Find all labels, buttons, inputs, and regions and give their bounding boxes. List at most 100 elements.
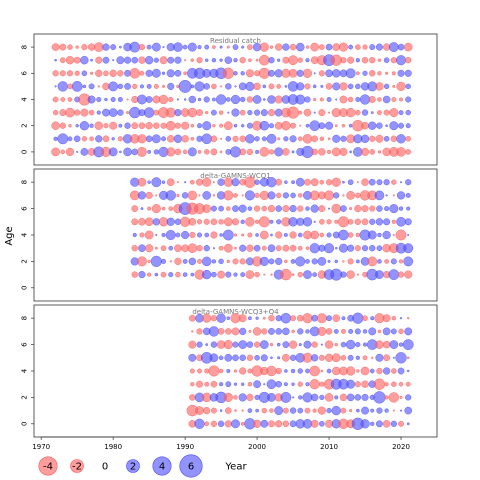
bubble [277,58,281,62]
bubble [268,327,275,335]
bubble [274,95,283,104]
bubble [118,45,122,49]
bubble [224,420,232,428]
bubble [388,392,400,403]
bubble [75,123,79,128]
bubble [355,355,360,360]
bubble [283,136,289,142]
bubble [231,178,240,187]
bubble [234,409,237,412]
bubble [195,406,204,416]
bubble [347,258,354,265]
bubble [190,382,195,387]
bubble [298,110,303,115]
bubble [356,273,359,276]
bubble [297,232,303,238]
bubble [268,83,275,90]
bubble [405,394,412,401]
bubble [208,365,220,377]
legend-label: -2 [72,462,82,473]
bubble [196,109,203,117]
bubble [196,380,204,388]
bubble [362,342,368,347]
bubble [73,56,81,64]
bubble [117,109,124,116]
bubble [326,149,332,155]
bubble [57,81,68,92]
bubble [253,380,261,389]
bubble [168,206,174,211]
bubble [269,342,274,347]
y-tick-label: 8 [21,316,29,320]
bubble [377,97,382,102]
bubble [302,392,313,403]
bubble [296,82,305,91]
bubble [405,149,412,155]
bubble [188,217,197,226]
bubble [217,178,225,186]
bubble [233,123,238,128]
bubble [290,192,296,199]
bubble [283,382,288,387]
bubble [391,381,397,387]
bubble [262,316,266,320]
bubble [334,259,339,264]
bubble [327,137,331,141]
bubble [176,193,180,198]
bubble [102,43,110,51]
bubble [59,57,66,64]
bubble [289,407,297,414]
bubble [392,356,395,359]
bubble [384,395,389,400]
bubble [74,109,81,116]
bubble [80,148,89,156]
bubble [368,96,376,103]
bubble [102,56,110,64]
bubble [267,393,276,402]
bubble [399,317,403,320]
bubble [281,120,291,131]
bubble [268,258,275,265]
bubble [310,178,319,187]
y-tick-label: 2 [21,259,29,263]
bubble [227,111,230,114]
bubble [347,56,355,64]
bubble [161,71,166,76]
bubble [302,419,313,429]
bubble [384,382,389,387]
bubble [131,205,139,213]
bubble [54,58,57,62]
bubble [361,178,369,186]
bubble [191,330,194,333]
bubble [332,134,341,143]
legend-label: 0 [102,462,108,473]
bubble [390,420,397,427]
bubble [268,57,275,64]
bubble [246,148,254,156]
bubble [396,191,406,200]
bubble [345,68,356,79]
bubble [340,205,347,212]
bubble [348,123,353,128]
bubble [137,94,147,105]
bubble [81,70,88,77]
bubble [276,84,282,89]
bubble [211,97,216,102]
bubble [377,232,382,238]
bubble [347,244,355,252]
bubble [392,409,395,412]
bubble [175,271,181,278]
bubble [291,150,295,154]
bubble [219,382,224,387]
bubble [398,259,404,264]
bubble [405,109,411,116]
bubble [395,229,407,241]
bubble [304,96,311,103]
bubble [369,218,376,225]
bubble [375,270,384,279]
bubble [362,355,368,361]
bubble [382,314,391,323]
bubble [347,83,354,90]
bubble [340,271,347,278]
bubble [108,81,119,92]
